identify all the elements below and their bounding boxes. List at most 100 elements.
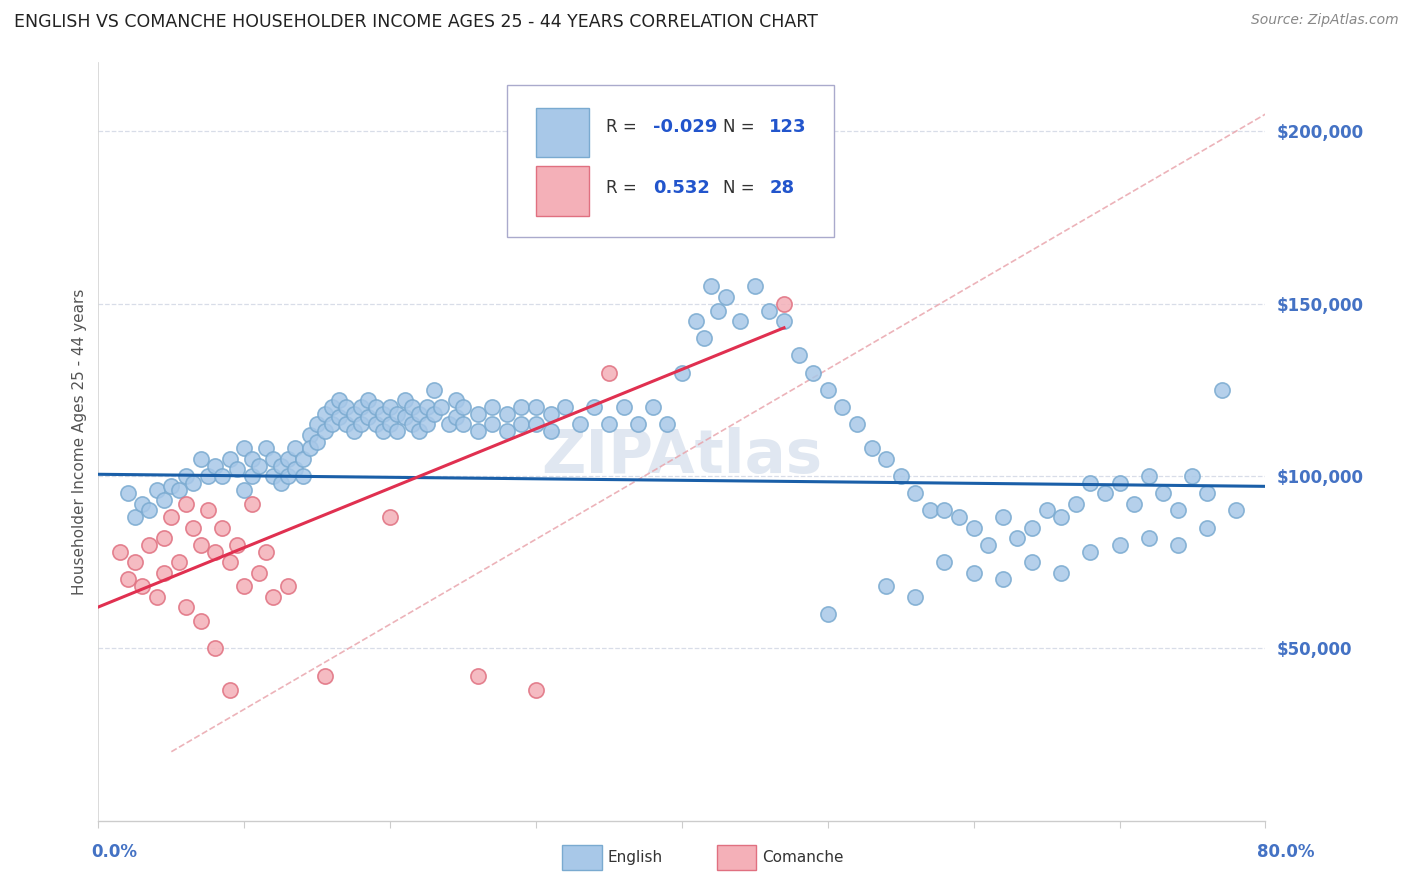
Text: 123: 123 (769, 118, 807, 136)
Point (627, 417, 650, 432)
Point (181, 475, 204, 490)
Point (262, 590, 284, 604)
Point (612, 400, 634, 414)
Point (510, 400, 533, 414)
Point (307, 434, 329, 449)
Point (343, 424, 366, 438)
Point (314, 669, 336, 683)
Point (758, 303, 780, 318)
Point (1080, 545, 1102, 559)
Text: 80.0%: 80.0% (1257, 843, 1315, 861)
Point (1007, 531, 1029, 545)
Text: -0.029: -0.029 (652, 118, 717, 136)
Point (1195, 521, 1218, 535)
Point (524, 400, 547, 414)
Point (875, 579, 897, 593)
Point (190, 451, 212, 466)
Point (991, 510, 1014, 524)
Point (174, 497, 197, 511)
Point (262, 451, 284, 466)
Point (174, 469, 197, 483)
Point (307, 417, 329, 432)
Point (167, 483, 190, 497)
Point (408, 407, 430, 421)
Point (117, 573, 139, 587)
Point (233, 442, 256, 456)
Point (1080, 475, 1102, 490)
Point (444, 393, 467, 408)
Point (583, 400, 606, 414)
Point (524, 417, 547, 432)
Point (131, 579, 153, 593)
Text: 28: 28 (769, 178, 794, 196)
Point (846, 417, 869, 432)
Point (1050, 510, 1073, 524)
Point (328, 410, 350, 425)
Point (598, 366, 620, 380)
Y-axis label: Householder Income Ages 25 - 44 years: Householder Income Ages 25 - 44 years (72, 288, 87, 595)
Point (153, 493, 176, 508)
Text: English: English (607, 850, 662, 864)
Point (415, 417, 437, 432)
Point (211, 521, 233, 535)
Point (357, 410, 380, 425)
Point (277, 451, 299, 466)
Text: 0.532: 0.532 (652, 178, 710, 196)
Point (254, 545, 277, 559)
Point (380, 510, 402, 524)
Point (371, 424, 394, 438)
Point (262, 469, 284, 483)
Point (167, 555, 190, 569)
Point (1021, 555, 1043, 569)
Point (240, 469, 263, 483)
Point (190, 538, 212, 552)
Point (335, 400, 357, 414)
FancyBboxPatch shape (536, 166, 589, 216)
Point (977, 538, 1000, 552)
Point (496, 424, 519, 438)
Point (387, 407, 409, 421)
Point (934, 503, 956, 517)
Text: Source: ZipAtlas.com: Source: ZipAtlas.com (1251, 13, 1399, 28)
Point (1225, 503, 1247, 517)
Point (408, 424, 430, 438)
Point (197, 469, 219, 483)
Point (321, 400, 343, 414)
Point (233, 579, 256, 593)
Text: 0.0%: 0.0% (91, 843, 138, 861)
Point (197, 503, 219, 517)
Point (328, 393, 350, 408)
FancyBboxPatch shape (536, 108, 589, 157)
Point (131, 497, 153, 511)
Point (350, 417, 373, 432)
Point (284, 462, 307, 476)
Point (787, 348, 810, 362)
Point (817, 607, 839, 621)
Point (467, 407, 489, 421)
Point (335, 417, 357, 432)
Point (160, 479, 183, 493)
Point (160, 510, 183, 524)
Point (190, 614, 212, 628)
Point (124, 555, 146, 569)
Point (948, 510, 970, 524)
Point (1137, 531, 1160, 545)
Point (773, 296, 796, 310)
Point (321, 417, 343, 432)
Point (247, 458, 270, 473)
Point (314, 407, 336, 421)
Point (291, 469, 314, 483)
Point (247, 566, 270, 580)
Point (904, 486, 927, 500)
Point (218, 451, 240, 466)
Text: ENGLISH VS COMANCHE HOUSEHOLDER INCOME AGES 25 - 44 YEARS CORRELATION CHART: ENGLISH VS COMANCHE HOUSEHOLDER INCOME A… (14, 13, 818, 31)
Point (1167, 538, 1189, 552)
Point (1064, 497, 1087, 511)
Point (510, 417, 533, 432)
Point (700, 279, 723, 293)
Point (1137, 469, 1160, 483)
Point (685, 314, 707, 328)
Point (817, 383, 839, 397)
Point (254, 442, 277, 456)
Point (714, 290, 737, 304)
